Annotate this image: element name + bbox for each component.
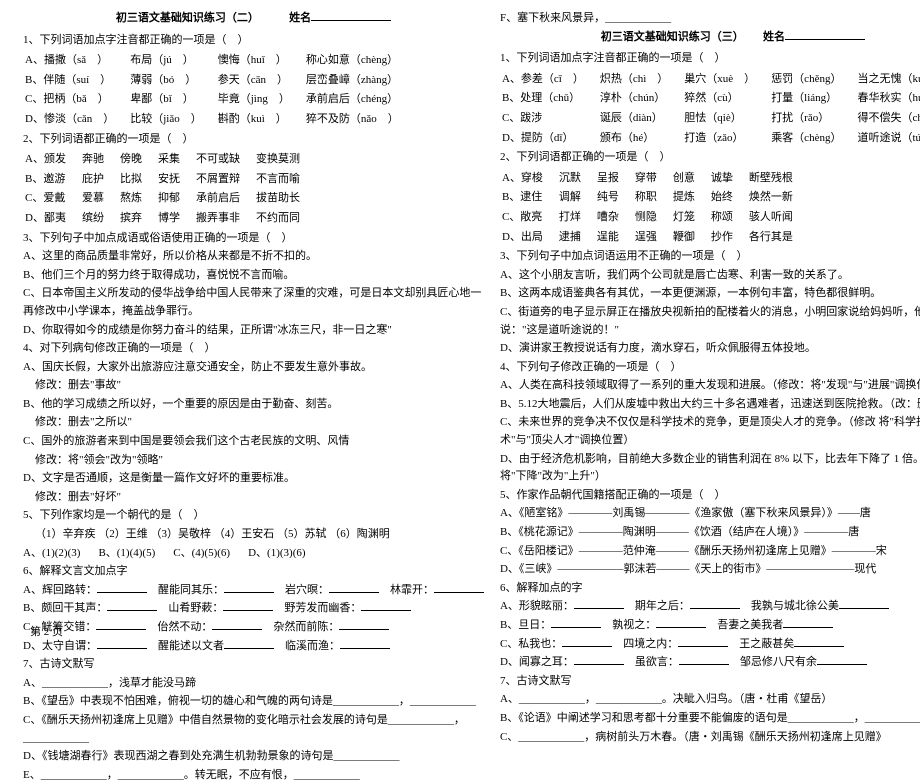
q1-options: A、播撒（sǎ ）布局（jú ）懊悔（huǐ ）称心如意（chèng） B、伴随…: [23, 50, 415, 130]
q3b: B、他们三个月的努力终于取得成功，喜悦悦不言而喻。: [23, 267, 484, 285]
q5a: A、《陋室铭》————刘禹锡————《渔家傲（塞下秋来风景异）》——唐: [500, 505, 920, 523]
title-right: 初三语文基础知识练习（三） 姓名: [500, 29, 920, 47]
page-footer: 第 2 页: [30, 624, 63, 642]
title-text: 初三语文基础知识练习（二）: [116, 12, 254, 24]
q4: 4、下列句子修改正确的一项是（ ）: [500, 359, 920, 377]
q4cm: 修改：将"领会"改为"领略": [35, 452, 484, 470]
q3d: D、演讲家王教授说话有力度，滴水穿石，听众佩服得五体投地。: [500, 340, 920, 358]
q5c: C、《岳阳楼记》————范仲淹———《酬乐天扬州初逢席上见赠》————宋: [500, 543, 920, 561]
right-column: F、塞下秋来风景异，____________ 初三语文基础知识练习（三） 姓名 …: [492, 10, 920, 640]
q3a: A、这里的商品质量非常好，所以价格从来都是不折不扣的。: [23, 248, 484, 266]
left-column: 初三语文基础知识练习（二） 姓名 1、下列词语加点字注音都正确的一项是（ ） A…: [15, 10, 492, 640]
q5d: D、《三峡》——————郭沫若———《天上的街市》————————现代: [500, 561, 920, 579]
q6c: C、私我也： 四境之内： 王之蔽甚矣: [500, 636, 920, 654]
pre-line: F、塞下秋来风景异，____________: [500, 10, 920, 28]
q7b: B、《论语》中阐述学习和思考都十分重要不能偏废的语句是____________，…: [500, 710, 920, 728]
q7d: D、《钱塘湖春行》表现西湖之春到处充满生机勃勃景象的诗句是___________…: [23, 748, 484, 766]
q1: 1、下列词语加点字注音都正确的一项是（ ）: [23, 32, 484, 50]
q4b: B、他的学习成绩之所以好，一个重要的原因是由于勤奋、刻苦。: [23, 396, 484, 414]
name-label: 姓名: [763, 31, 785, 43]
q6a: A、辉回路转： 醒能同其乐： 岩穴暝： 林霏开：: [23, 582, 484, 600]
q6: 6、解释加点的字: [500, 580, 920, 598]
q3b: B、这两本成语鉴典各有其优，一本更便渊源，一本例句丰富，特色都很鲜明。: [500, 285, 920, 303]
q2-options: A、颁发奔驰傍晚采集不可或缺变换莫测 B、邀游庇护比拟安抚不屑置辩不言而喻 C、…: [23, 149, 316, 229]
q3: 3、下列句子中加点词语运用不正确的一项是（ ）: [500, 248, 920, 266]
q5: 5、下列作家均是一个朝代的是（ ）: [23, 507, 484, 525]
q2-options: A、穿梭沉默呈报穿带创意诚挚断壁残根 B、逮住调解纯号称职提炼始终焕然一新 C、…: [500, 168, 809, 248]
q7a: A、____________，____________。决眦入归鸟。（唐・杜甫《…: [500, 691, 920, 709]
q7c: C、____________，病树前头万木春。（唐・刘禹锡《酬乐天扬州初逢席上见…: [500, 729, 920, 747]
q2: 2、下列词语都正确的一项是（ ）: [23, 131, 484, 149]
q2: 2、下列词语都正确的一项是（ ）: [500, 149, 920, 167]
q3: 3、下列句子中加点成语或俗语使用正确的一项是（ ）: [23, 230, 484, 248]
q5opts: A、(1)(2)(3)B、(1)(4)(5)C、(4)(5)(6)D、(1)(3…: [23, 545, 484, 563]
q7b: B、《望岳》中表现不怕困难，俯视一切的雄心和气魄的两句诗是___________…: [23, 693, 484, 711]
q4d: D、文字是否通顺，这是衡量一篇作文好坏的重要标准。: [23, 470, 484, 488]
q4dm: 修改：删去"好坏": [35, 489, 484, 507]
q7a: A、____________，浅草才能没马蹄: [23, 675, 484, 693]
q7: 7、古诗文默写: [500, 673, 920, 691]
q4c: C、未来世界的竞争决不仅仅是科学技术的竞争，更是顶尖人才的竞争。（修改 将"科学…: [500, 414, 920, 449]
title-text: 初三语文基础知识练习（三）: [601, 31, 739, 43]
q1: 1、下列词语加点字注音都正确的一项是（ ）: [500, 50, 920, 68]
q4b: B、5.12大地震后，人们从废墟中救出大约三十多名遇难者，迅速送到医院抢救。（改…: [500, 396, 920, 414]
q5: 5、作家作品朝代国籍搭配正确的一项是（ ）: [500, 487, 920, 505]
name-field[interactable]: [785, 39, 865, 40]
q4d: D、由于经济危机影响，目前绝大多数企业的销售利润在 8% 以下，比去年下降了 1…: [500, 451, 920, 486]
title-left: 初三语文基础知识练习（二） 姓名: [23, 10, 484, 28]
q4a: A、人类在高科技领域取得了一系列的重大发现和进展。（修改：将"发现"与"进展"调…: [500, 377, 920, 395]
q4c: C、国外的旅游者来到中国是要领会我们这个古老民族的文明、风情: [23, 433, 484, 451]
q7: 7、古诗文默写: [23, 656, 484, 674]
q3d: D、你取得如今的成绩是你努力奋斗的结果，正所谓"冰冻三尺，非一日之寒": [23, 322, 484, 340]
q1-options: A、参差（cī ）炽热（chì ）巢穴（xuè ）惩罚（chěng）当之无愧（k…: [500, 69, 920, 149]
q5list: （1）辛弃疾 （2）王维 （3）吴敬梓 （4）王安石 （5）苏轼 （6）陶渊明: [35, 526, 484, 544]
q3a: A、这个小朋友言听，我们两个公司就是唇亡齿寒、利害一致的关系了。: [500, 267, 920, 285]
q7e: E、____________，____________。转无眠，不应有恨，___…: [23, 767, 484, 784]
q4a: A、国庆长假，大家外出旅游应注意交通安全，防止不要发生意外事故。: [23, 359, 484, 377]
q6d: D、闻寡之耳： 虽欲言： 邹忌修八尺有余: [500, 654, 920, 672]
q6a: A、形貌眩丽： 期年之后： 我孰与城北徐公美: [500, 598, 920, 616]
q7c: C、《酬乐天扬州初逢席上见赠》中借自然景物的变化暗示社会发展的诗句是______…: [23, 712, 484, 747]
q6b: B、颇回干其声： 山肴野蔌： 野芳发而幽香：: [23, 600, 484, 618]
q6b: B、旦日： 孰视之： 吾妻之美我者: [500, 617, 920, 635]
q4: 4、对下列病句修改正确的一项是（ ）: [23, 340, 484, 358]
q6c: C、觥筹交错： 佁然不动： 杂然而前陈：: [23, 619, 484, 637]
q3c: C、街道旁的电子显示屏正在播放央视新拍的配楼着火的消息，小明回家说给妈妈听，他解…: [500, 304, 920, 339]
q5b: B、《桃花源记》————陶渊明———《饮酒（结庐在人境）》————唐: [500, 524, 920, 542]
q6d: D、太守自谓： 醒能述以文者 临溪而渔：: [23, 638, 484, 656]
q4am: 修改：删去"事故": [35, 377, 484, 395]
name-field[interactable]: [311, 20, 391, 21]
q3c: C、日本帝国主义所发动的侵华战争给中国人民带来了深重的灾难，可是日本文却别具匠心…: [23, 285, 484, 320]
q6: 6、解释文言文加点字: [23, 563, 484, 581]
name-label: 姓名: [289, 12, 311, 24]
q4bm: 修改：删去"之所以": [35, 414, 484, 432]
